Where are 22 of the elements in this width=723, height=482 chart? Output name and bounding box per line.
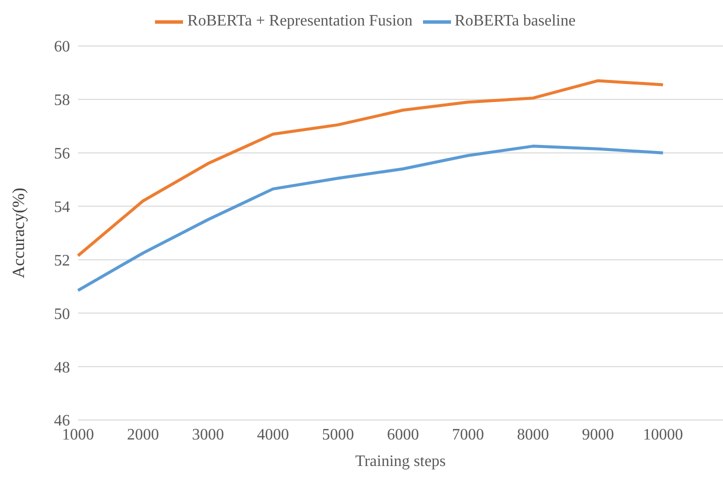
x-tick-label: 6000 (387, 426, 419, 444)
x-tick-label: 4000 (257, 426, 289, 444)
y-tick-label: 48 (54, 359, 70, 376)
legend-label: RoBERTa + Representation Fusion (187, 12, 413, 30)
y-tick-label: 60 (54, 38, 70, 56)
x-tick-label: 8000 (517, 426, 549, 444)
y-tick-label: 50 (54, 306, 70, 323)
x-axis-title: Training steps (355, 453, 446, 470)
y-axis-title: Accuracy(%) (9, 188, 28, 278)
line-series (76, 79, 664, 258)
line-series (76, 144, 664, 292)
x-tick-label: 3000 (192, 426, 224, 444)
y-tick-label: 52 (54, 252, 70, 270)
y-tick-label: 54 (54, 198, 70, 216)
x-tick-label: 9000 (582, 426, 614, 444)
x-tick-label: 5000 (322, 426, 354, 444)
legend-label: RoBERTa baseline (454, 12, 576, 30)
y-tick-label: 56 (54, 146, 70, 163)
y-tick-label: 58 (54, 92, 70, 110)
x-tick-label: 2000 (127, 426, 159, 444)
x-tick-label: 7000 (452, 426, 484, 444)
x-tick-label: 10000 (643, 426, 683, 444)
